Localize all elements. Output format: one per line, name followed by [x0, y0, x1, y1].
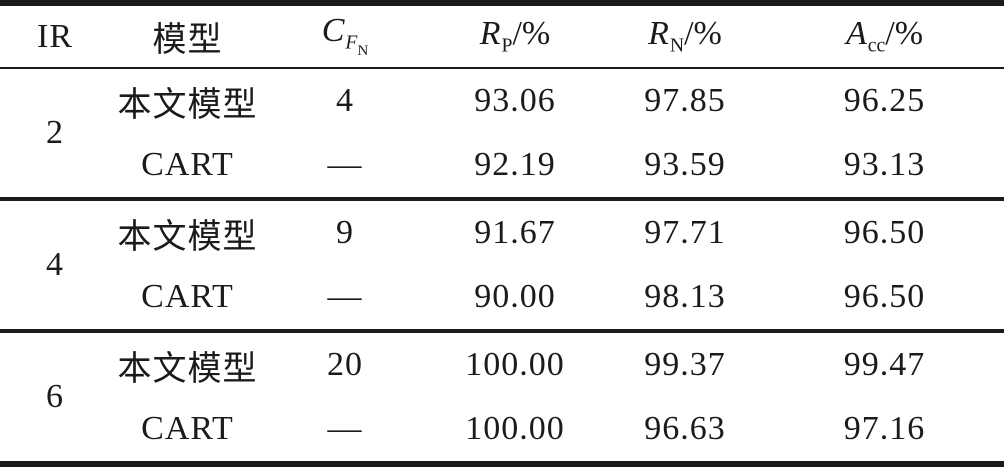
cell-rn: 96.63 — [644, 410, 726, 447]
cell-cfn: 4 — [336, 82, 354, 119]
header-row: IR 模型 CFN RP/% RN/% Acc/% — [0, 3, 1004, 69]
acc-subscript: cc — [867, 34, 886, 57]
cell-rp: 93.06 — [474, 82, 556, 119]
col-header-ir: IR — [0, 3, 110, 69]
col-header-acc: Acc/% — [765, 3, 1004, 69]
cell-cfn: 20 — [327, 346, 363, 383]
cell-model: CART — [110, 133, 265, 201]
cell-ir-group-3: 6 — [46, 378, 64, 415]
cell-model: 本文模型 — [117, 86, 258, 124]
table-row: CART — 92.19 93.59 93.13 — [0, 133, 1004, 201]
rp-subscript: P — [501, 34, 513, 57]
cell-cfn: — — [265, 133, 425, 201]
acc-symbol: A — [845, 15, 868, 53]
table-row: CART — 100.00 96.63 97.16 — [0, 397, 1004, 464]
table-row: 6 本文模型 20 100.00 99.37 99.47 — [0, 331, 1004, 415]
cell-rp: 91.67 — [474, 214, 556, 251]
cell-cfn: — — [265, 265, 425, 333]
cell-ir-group-2: 4 — [0, 199, 110, 333]
table-row: 2 本文模型 4 93.06 97.85 96.25 — [0, 68, 1004, 201]
cell-ir-group-1: 2 — [0, 68, 110, 201]
cell-model: CART — [141, 410, 234, 447]
cell-model: CART — [110, 265, 265, 333]
rn-subscript: N — [669, 34, 685, 57]
rn-symbol: R — [648, 15, 670, 53]
table-row: 4 本文模型 9 91.67 97.71 96.50 — [0, 199, 1004, 333]
col-header-cfn: CFN — [265, 3, 425, 69]
cell-cfn: 9 — [336, 214, 354, 251]
cell-rn: 97.85 — [644, 82, 726, 119]
rp-unit: /% — [512, 15, 551, 53]
rn-unit: /% — [684, 15, 722, 53]
cell-rn: 97.71 — [644, 214, 726, 251]
cfn-subscript: F — [345, 31, 358, 54]
cell-rp: 90.00 — [425, 265, 605, 333]
acc-unit: /% — [885, 15, 924, 53]
col-header-model: 模型 — [110, 3, 265, 69]
cell-acc: 97.16 — [843, 410, 926, 447]
cell-acc: 99.47 — [843, 346, 926, 383]
col-header-rn: RN/% — [605, 3, 765, 69]
cell-rn: 99.37 — [644, 346, 726, 383]
cell-rp: 92.19 — [425, 133, 605, 201]
cell-rn: 98.13 — [605, 265, 765, 333]
cell-cfn: — — [327, 410, 363, 447]
cfn-symbol: C — [321, 12, 346, 50]
table-row: CART — 90.00 98.13 96.50 — [0, 265, 1004, 333]
cell-rp: 100.00 — [465, 410, 565, 447]
cell-model: 本文模型 — [117, 218, 258, 256]
cfn-subsubscript: N — [357, 43, 369, 60]
rp-symbol: R — [479, 15, 502, 53]
col-header-rp: RP/% — [425, 3, 605, 69]
cell-acc: 96.50 — [843, 214, 926, 251]
cell-acc: 96.25 — [843, 82, 926, 119]
cell-acc: 93.13 — [765, 133, 1004, 201]
cell-model: 本文模型 — [117, 350, 258, 388]
cell-acc: 96.50 — [765, 265, 1004, 333]
cell-rp: 100.00 — [465, 346, 565, 383]
cell-rn: 93.59 — [605, 133, 765, 201]
